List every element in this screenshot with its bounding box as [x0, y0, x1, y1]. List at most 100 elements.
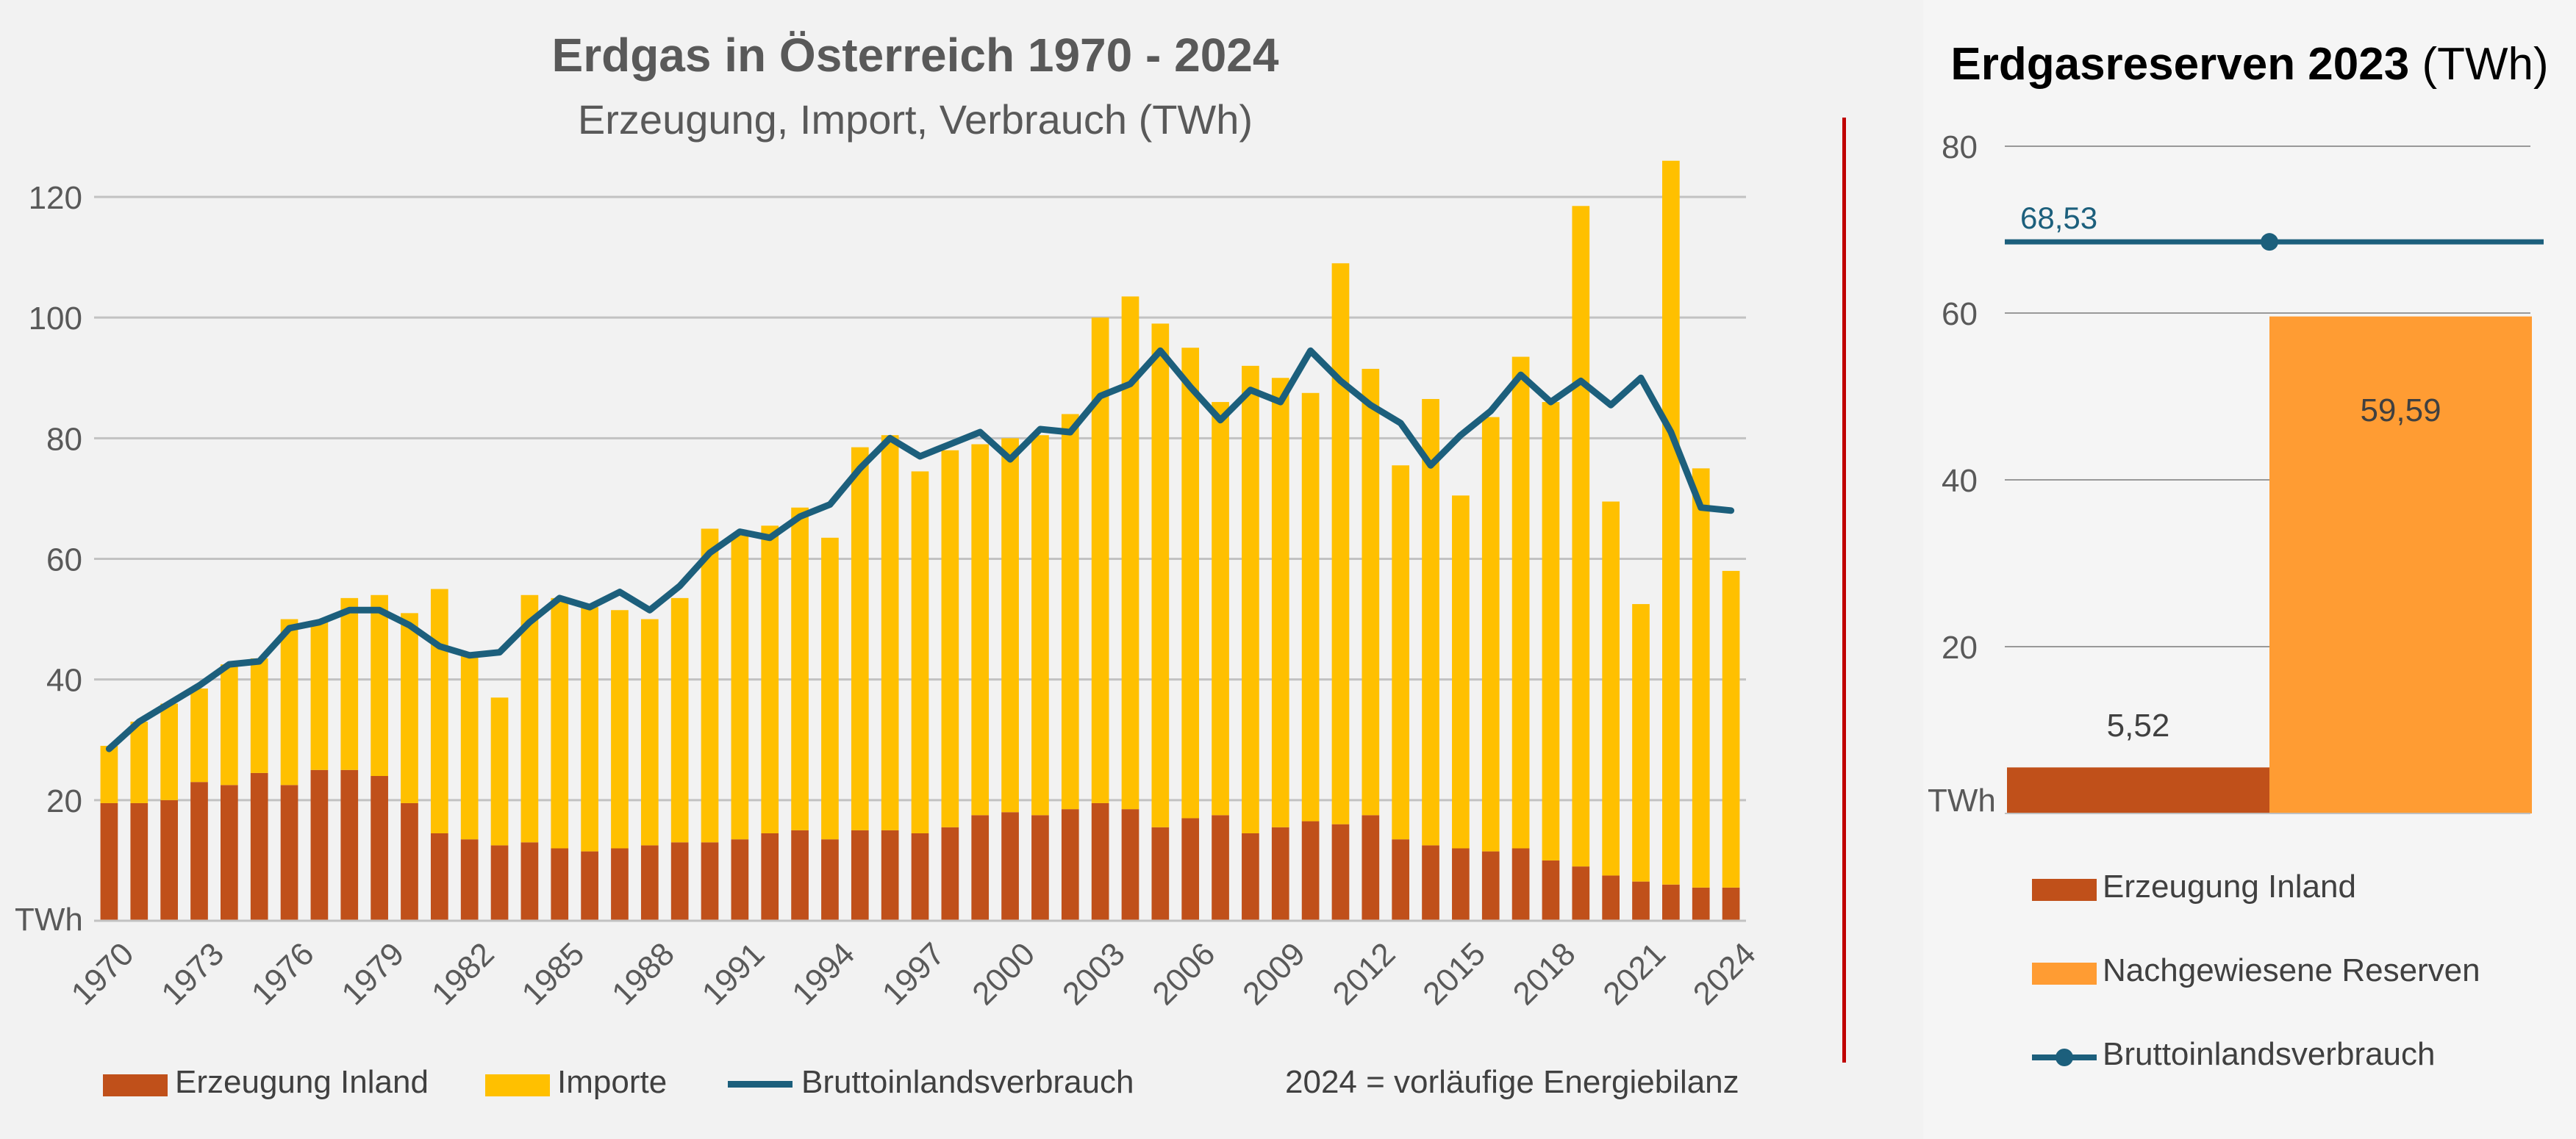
- chart-note: 2024 = vorläufige Energiebilanz: [1285, 1064, 1739, 1100]
- bar-erzeugung: [611, 848, 629, 921]
- bar-erzeugung: [1511, 848, 1530, 921]
- bar-erzeugung: [371, 776, 388, 921]
- bar-erzeugung-inland: [2007, 767, 2269, 813]
- bar-importe: [520, 594, 539, 843]
- bar-importe: [1481, 417, 1500, 852]
- bar-importe: [551, 597, 569, 849]
- chart-subtitle: Erzeugung, Import, Verbrauch (TWh): [577, 96, 1253, 143]
- bar-importe: [1362, 368, 1380, 816]
- bar-importe: [460, 655, 479, 840]
- bar-erzeugung: [881, 830, 899, 921]
- bar-erzeugung: [1212, 815, 1229, 921]
- y-tick-label: 80: [46, 421, 82, 457]
- y-axis-label: TWh: [15, 902, 83, 938]
- bar-erzeugung: [1572, 866, 1590, 921]
- bar-erzeugung: [1392, 839, 1410, 921]
- bar-erzeugung: [1542, 860, 1560, 921]
- bar-erzeugung: [971, 815, 990, 921]
- bar-erzeugung: [1692, 887, 1710, 921]
- marker-verbrauch: [2261, 233, 2278, 251]
- bar-importe: [490, 697, 509, 846]
- bar-erzeugung: [640, 845, 659, 921]
- bar-erzeugung: [1242, 833, 1259, 921]
- bar-erzeugung: [1602, 875, 1620, 921]
- bar-importe: [371, 594, 388, 776]
- bar-erzeugung: [1001, 812, 1019, 921]
- bar-importe: [1331, 263, 1350, 824]
- y-tick-label: 80: [1942, 129, 1978, 165]
- reserves-legend-label-reserven: Nachgewiesene Reserven: [2103, 952, 2480, 988]
- bar-erzeugung: [941, 827, 959, 921]
- y-tick-label: 100: [29, 301, 82, 337]
- bar-erzeugung: [1181, 818, 1200, 921]
- bar-erzeugung: [1452, 848, 1470, 921]
- bar-erzeugung: [430, 833, 448, 921]
- legend-swatch-erzeugung: [103, 1074, 168, 1096]
- bar-importe: [1061, 414, 1079, 810]
- bar-erzeugung: [1632, 881, 1650, 921]
- bar-importe: [1242, 365, 1259, 833]
- y-tick-label: 60: [46, 542, 82, 578]
- bar-importe: [1212, 402, 1229, 816]
- bar-importe: [190, 688, 208, 783]
- bar-importe: [250, 658, 268, 773]
- legend-label-importe: Importe: [557, 1064, 668, 1100]
- reserves-title-bold: Erdgasreserven 2023: [1950, 39, 2410, 90]
- bar-importe: [640, 619, 659, 846]
- bar-erzeugung: [791, 830, 809, 921]
- bar-erzeugung: [1722, 887, 1740, 921]
- bar-importe: [761, 525, 779, 833]
- bar-erzeugung: [160, 800, 178, 921]
- bar-importe: [1392, 465, 1410, 840]
- bar-erzeugung: [250, 772, 268, 921]
- bar-erzeugung: [551, 848, 569, 921]
- bar-importe: [670, 597, 689, 843]
- bar-erzeugung: [1362, 815, 1380, 921]
- bar-erzeugung: [220, 785, 238, 921]
- bar-importe: [1422, 398, 1439, 846]
- chart-title: Erdgas in Österreich 1970 - 2024: [551, 29, 1279, 82]
- bar-importe: [1091, 317, 1109, 803]
- bar-erzeugung: [731, 839, 749, 921]
- bar-importe: [1301, 392, 1320, 822]
- bar-importe: [1632, 604, 1650, 882]
- y-tick-label: 60: [1942, 296, 1978, 332]
- reserves-legend-label-erzeugung: Erzeugung Inland: [2103, 869, 2356, 905]
- bar-erzeugung: [1301, 821, 1320, 921]
- bar-importe: [791, 507, 809, 830]
- bar-erzeugung: [1061, 809, 1079, 921]
- bar-importe: [851, 447, 869, 830]
- bar-importe: [1692, 468, 1710, 888]
- bar-erzeugung: [911, 833, 929, 921]
- y-tick-label: 40: [1942, 463, 1978, 499]
- y-tick-label: 120: [29, 180, 82, 216]
- bar-importe: [701, 528, 719, 843]
- bar-erzeugung: [190, 782, 208, 921]
- bar-erzeugung: [280, 785, 298, 921]
- bar-erzeugung: [1151, 827, 1170, 921]
- bar-erzeugung: [1121, 809, 1139, 921]
- legend-label-verbrauch: Bruttoinlandsverbrauch: [801, 1064, 1134, 1100]
- bar-erzeugung: [130, 802, 149, 921]
- bar-importe: [1031, 435, 1049, 816]
- bar-importe: [971, 444, 990, 816]
- bar-importe: [1542, 402, 1560, 860]
- bar-erzeugung: [1271, 827, 1289, 921]
- bar-erzeugung: [821, 839, 839, 921]
- legend-line-verbrauch: [728, 1081, 793, 1088]
- bar-erzeugung: [520, 842, 539, 921]
- bar-erzeugung: [100, 802, 118, 921]
- bar-importe: [1722, 570, 1740, 888]
- bar-importe: [130, 722, 149, 803]
- value-label-verbrauch: 68,53: [2020, 201, 2097, 235]
- bar-nachgewiesene-reserven: [2269, 316, 2532, 813]
- reserves-legend-marker-verbrauch: [2056, 1049, 2073, 1066]
- bar-erzeugung: [460, 839, 479, 921]
- bar-importe: [1572, 206, 1590, 867]
- bar-importe: [340, 597, 359, 770]
- bar-erzeugung: [1662, 884, 1680, 921]
- bar-importe: [731, 534, 749, 840]
- bar-erzeugung: [401, 802, 418, 921]
- reserves-legend-label-verbrauch: Bruttoinlandsverbrauch: [2103, 1036, 2436, 1072]
- bar-importe: [1001, 438, 1019, 813]
